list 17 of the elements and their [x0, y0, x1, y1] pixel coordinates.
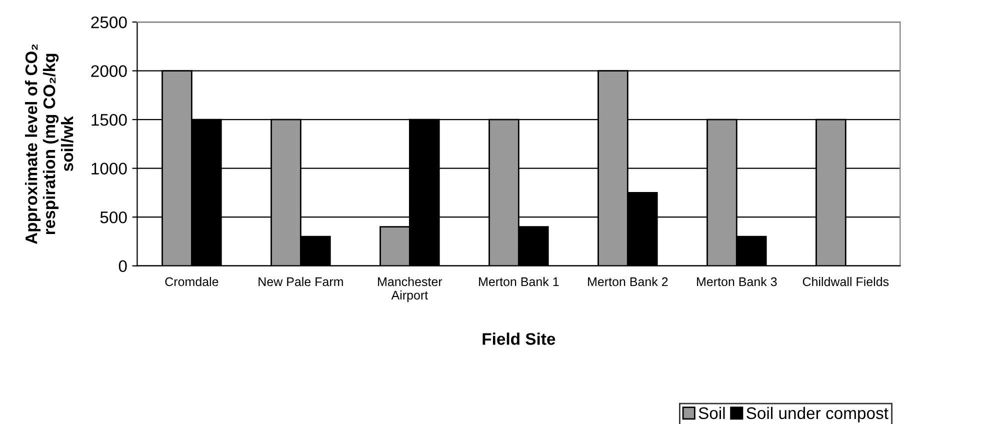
- x-tick-label: Merton Bank 3: [697, 276, 777, 286]
- y-tick-label: 500: [100, 211, 127, 224]
- legend-label: Soil: [698, 406, 725, 420]
- y-axis-title: Approximate level of CO₂ respiration (mg CO₂/kg soil/wk: [24, 44, 74, 244]
- y-tick-label: 1500: [92, 114, 127, 126]
- x-tick-label: Manchester Airport: [378, 276, 442, 302]
- y-tick-label: 0: [118, 260, 127, 272]
- x-axis-title: Field Site: [482, 332, 556, 345]
- x-tick-label: New Pale Farm: [258, 276, 343, 286]
- x-tick-label: Childwall Fields: [802, 276, 889, 286]
- legend-label: Soil under compost: [746, 406, 888, 422]
- y-tick-label: 2500: [91, 16, 127, 28]
- x-tick-label: Merton Bank 2: [588, 276, 668, 286]
- x-tick-label: Merton Bank 1: [479, 276, 559, 286]
- x-tick-label: Cromdale: [165, 276, 218, 286]
- y-tick-label: 2000: [91, 65, 127, 78]
- y-tick-label: 1000: [92, 162, 127, 175]
